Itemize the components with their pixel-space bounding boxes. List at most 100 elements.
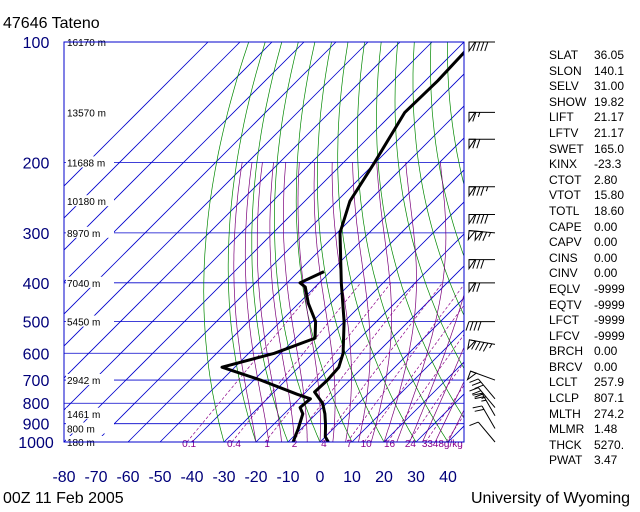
dry-adiabat-line bbox=[430, 42, 464, 258]
isotherm-line bbox=[64, 42, 305, 283]
stability-indices-table: SLAT 36.05 SLON 140.1 SELV 31.00 SHOW 19.82 LIFT… bbox=[549, 48, 639, 469]
index-value: 21.17 bbox=[594, 110, 625, 125]
height-label: 8970 m bbox=[67, 229, 100, 240]
wind-barb bbox=[466, 370, 496, 381]
index-key: SHOW bbox=[549, 94, 587, 109]
index-row: MLMR 1.48 bbox=[549, 422, 639, 438]
index-value: 2.80 bbox=[594, 172, 618, 187]
mixing-ratio-label: 0.1 bbox=[182, 439, 196, 450]
mixing-ratio-label: 16 bbox=[384, 439, 396, 450]
height-label-bg bbox=[66, 195, 114, 207]
moist-adiabat-line bbox=[370, 162, 392, 442]
mixing-ratio-labels: 0.1 0.4 1 2 4 7 10 16 24 33 48g/kg bbox=[182, 439, 463, 450]
observation-time: 00Z 11 Feb 2005 bbox=[3, 490, 124, 507]
isotherm-line bbox=[64, 42, 369, 347]
temperature-tick-label: -20 bbox=[244, 469, 267, 486]
pressure-tick-label: 600 bbox=[23, 346, 50, 363]
dry-adiabat-line bbox=[376, 42, 464, 419]
index-key: PWAT bbox=[549, 453, 583, 468]
mixing-ratio-line bbox=[387, 334, 464, 442]
height-label-bg bbox=[66, 315, 114, 327]
height-label: 16170 m bbox=[67, 38, 106, 49]
pressure-tick-label: 200 bbox=[23, 155, 50, 172]
index-row: CINS 0.00 bbox=[549, 251, 639, 267]
height-label-bg bbox=[66, 226, 114, 238]
mixing-ratio-label: 7 bbox=[347, 439, 353, 450]
index-key: LFTV bbox=[549, 125, 579, 140]
mixing-ratio-label: 48g/kg bbox=[433, 439, 463, 450]
height-label-bg bbox=[66, 422, 114, 434]
isotherm-line bbox=[351, 329, 464, 442]
pressure-tick-label: 500 bbox=[23, 315, 50, 332]
index-row: VTOT 15.80 bbox=[549, 188, 639, 204]
plot-frame bbox=[63, 41, 465, 443]
index-row: LFTV 21.17 bbox=[549, 126, 639, 142]
index-row: LCLP 807.1 bbox=[549, 391, 639, 407]
index-row: CAPV 0.00 bbox=[549, 235, 639, 251]
index-key: LCLP bbox=[549, 391, 580, 406]
index-key: LFCT bbox=[549, 313, 579, 328]
dry-adiabat-line bbox=[357, 42, 449, 442]
index-key: LFCV bbox=[549, 328, 580, 343]
dry-adiabat-line bbox=[203, 42, 250, 442]
index-key: CAPE bbox=[549, 219, 582, 234]
sounding-traces bbox=[220, 50, 464, 442]
index-row: CINV 0.00 bbox=[549, 266, 639, 282]
moist-adiabat-line bbox=[396, 162, 447, 442]
pressure-tick-label: 400 bbox=[23, 276, 50, 293]
isotherm-line bbox=[127, 105, 464, 442]
wind-barb bbox=[468, 214, 495, 226]
moist-adiabat-line bbox=[409, 293, 464, 442]
wind-barb bbox=[469, 387, 496, 408]
height-label-bg bbox=[66, 276, 114, 288]
isotherm-line bbox=[64, 42, 273, 251]
index-value: 1.48 bbox=[594, 422, 618, 437]
height-label: 2942 m bbox=[67, 376, 100, 387]
moist-adiabat-line bbox=[269, 162, 295, 442]
index-value: -23.3 bbox=[594, 157, 622, 172]
index-value: 3.47 bbox=[594, 453, 618, 468]
index-row: SLON 140.1 bbox=[549, 64, 639, 80]
moist-adiabat-line bbox=[331, 162, 352, 442]
wind-barb bbox=[468, 41, 495, 53]
temperature-tick-label: 40 bbox=[439, 469, 457, 486]
wind-barb bbox=[465, 321, 495, 331]
isotherm-line bbox=[191, 169, 464, 442]
temperature-tick-label: -70 bbox=[84, 469, 107, 486]
mixing-ratio-label: 4 bbox=[321, 439, 327, 450]
index-key: LCLT bbox=[549, 375, 578, 390]
index-key: BRCV bbox=[549, 359, 583, 374]
moist-adiabat-line bbox=[297, 162, 321, 442]
index-value: 36.05 bbox=[594, 48, 625, 62]
moist-adiabat-line bbox=[434, 380, 464, 442]
index-value: 18.60 bbox=[594, 203, 625, 218]
dry-adiabat-line bbox=[295, 42, 353, 442]
pressure-tick-label: 1000 bbox=[18, 435, 54, 452]
index-value: 0.00 bbox=[594, 359, 618, 374]
index-key: CINS bbox=[549, 250, 578, 265]
height-labels: 16170 m 13570 m 11688 m 10180 m 8970 m 7040 m… bbox=[66, 36, 114, 449]
index-key: SLON bbox=[549, 63, 582, 78]
isotherm-line bbox=[64, 42, 209, 187]
index-value: 0.00 bbox=[594, 344, 618, 359]
index-row: CTOT 2.80 bbox=[549, 173, 639, 189]
index-key: MLMR bbox=[549, 422, 585, 437]
isotherm-line bbox=[159, 137, 464, 442]
mixing-ratio-line bbox=[292, 282, 417, 442]
temperature-tick-label: -10 bbox=[276, 469, 299, 486]
dry-adiabat-line bbox=[274, 42, 321, 442]
height-label: 1461 m bbox=[67, 410, 100, 421]
temperature-tick-label: -30 bbox=[212, 469, 235, 486]
index-key: SWET bbox=[549, 141, 584, 156]
index-row: TOTL 18.60 bbox=[549, 204, 639, 220]
mixing-ratio-line bbox=[445, 414, 464, 442]
index-value: -9999 bbox=[594, 328, 625, 343]
index-key: THCK bbox=[549, 437, 582, 452]
mixing-ratio-line bbox=[425, 384, 464, 442]
index-value: 140.1 bbox=[594, 63, 625, 78]
pressure-tick-label: 700 bbox=[23, 373, 50, 390]
height-label-bg bbox=[66, 407, 114, 419]
height-label: 13570 m bbox=[67, 108, 106, 119]
mixing-ratio-label: 1 bbox=[264, 439, 270, 450]
temperature-tick-label: 0 bbox=[316, 469, 325, 486]
